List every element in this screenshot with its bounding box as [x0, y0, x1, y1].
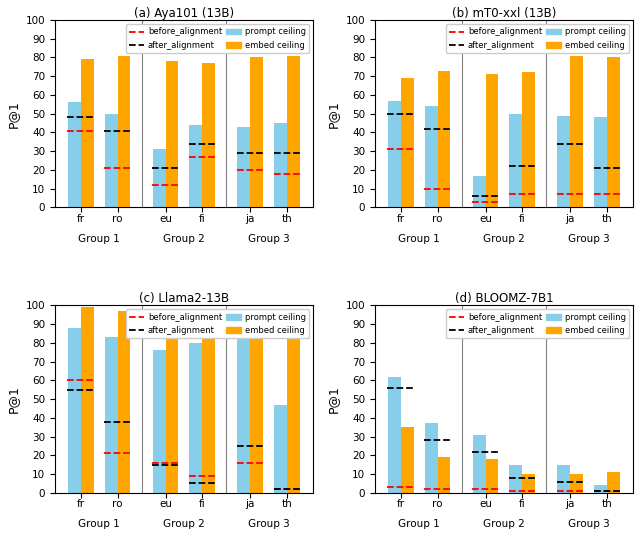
Bar	[570, 474, 583, 493]
Text: Group 3: Group 3	[568, 234, 610, 244]
Bar	[105, 114, 118, 207]
Bar	[189, 125, 202, 207]
Bar	[522, 72, 535, 207]
Bar	[472, 176, 486, 207]
Bar	[570, 56, 583, 207]
Bar	[166, 318, 179, 493]
Bar	[509, 465, 522, 493]
Bar	[152, 351, 166, 493]
Bar	[287, 56, 300, 207]
Bar	[152, 150, 166, 207]
Bar	[607, 472, 620, 493]
Bar	[118, 56, 131, 207]
Text: Group 1: Group 1	[398, 519, 440, 529]
Title: (d) BLOOMZ-7B1: (d) BLOOMZ-7B1	[454, 292, 553, 306]
Bar	[486, 75, 499, 207]
Text: Group 2: Group 2	[483, 234, 525, 244]
Y-axis label: P@1: P@1	[7, 385, 20, 413]
Bar	[275, 405, 287, 493]
Legend: before_alignment, after_alignment, prompt ceiling, embed ceiling: before_alignment, after_alignment, promp…	[126, 24, 309, 53]
Bar	[202, 318, 215, 493]
Bar	[166, 61, 179, 207]
Text: Group 1: Group 1	[78, 519, 120, 529]
Legend: before_alignment, after_alignment, prompt ceiling, embed ceiling: before_alignment, after_alignment, promp…	[126, 309, 309, 338]
Text: Group 3: Group 3	[248, 234, 290, 244]
Legend: before_alignment, after_alignment, prompt ceiling, embed ceiling: before_alignment, after_alignment, promp…	[446, 24, 629, 53]
Bar	[509, 114, 522, 207]
Bar	[425, 106, 438, 207]
Bar	[438, 457, 451, 493]
Bar	[81, 307, 93, 493]
Title: (c) Llama2-13B: (c) Llama2-13B	[139, 292, 229, 306]
Text: Group 1: Group 1	[398, 234, 440, 244]
Bar	[189, 343, 202, 493]
Text: Group 2: Group 2	[163, 519, 205, 529]
Bar	[388, 101, 401, 207]
Bar	[81, 59, 93, 207]
Bar	[607, 57, 620, 207]
Bar	[237, 127, 250, 207]
Text: Group 3: Group 3	[568, 519, 610, 529]
Text: Group 1: Group 1	[78, 234, 120, 244]
Bar	[595, 117, 607, 207]
Bar	[250, 322, 263, 493]
Bar	[118, 311, 131, 493]
Bar	[388, 377, 401, 493]
Bar	[557, 116, 570, 207]
Bar	[105, 337, 118, 493]
Title: (a) Aya101 (13B): (a) Aya101 (13B)	[134, 7, 234, 20]
Bar	[237, 326, 250, 493]
Bar	[68, 328, 81, 493]
Bar	[287, 322, 300, 493]
Text: Group 2: Group 2	[483, 519, 525, 529]
Text: Group 2: Group 2	[163, 234, 205, 244]
Bar	[68, 102, 81, 207]
Bar	[595, 485, 607, 493]
Legend: before_alignment, after_alignment, prompt ceiling, embed ceiling: before_alignment, after_alignment, promp…	[446, 309, 629, 338]
Bar	[438, 71, 451, 207]
Bar	[486, 459, 499, 493]
Bar	[522, 474, 535, 493]
Y-axis label: P@1: P@1	[7, 100, 20, 128]
Bar	[275, 123, 287, 207]
Bar	[401, 427, 413, 493]
Bar	[425, 423, 438, 493]
Bar	[401, 78, 413, 207]
Y-axis label: P@1: P@1	[327, 100, 340, 128]
Bar	[472, 435, 486, 493]
Title: (b) mT0-xxl (13B): (b) mT0-xxl (13B)	[452, 7, 556, 20]
Text: Group 3: Group 3	[248, 519, 290, 529]
Bar	[250, 57, 263, 207]
Y-axis label: P@1: P@1	[327, 385, 340, 413]
Bar	[557, 465, 570, 493]
Bar	[202, 63, 215, 207]
